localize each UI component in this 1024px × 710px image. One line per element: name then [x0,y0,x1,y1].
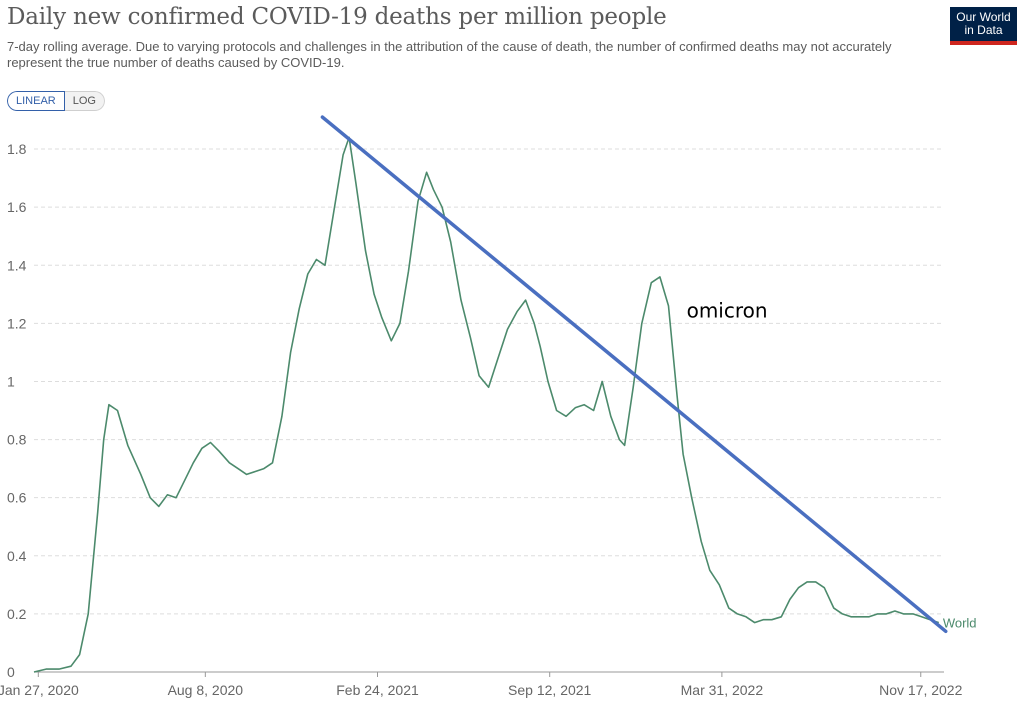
chart-subtitle: 7-day rolling average. Due to varying pr… [7,39,892,70]
grid-lines [34,148,944,673]
x-axis: Jan 27, 2020 Aug 8, 2020 Feb 24, 2021 Sep 1… [0,672,963,698]
page-title: Daily new confirmed COVID-19 deaths per … [7,4,667,30]
x-tick-label: Feb 24, 2021 [336,682,419,698]
scale-toggle: LINEAR LOG [7,91,105,111]
x-tick-label: Sep 12, 2021 [508,682,592,698]
series-end-label: World [943,616,977,631]
series-line-world[interactable] [33,136,940,673]
y-tick-label: 0 [7,664,15,680]
annotation-layer: omicron [320,115,948,634]
y-axis: 0 0.2 0.4 0.6 0.8 1 1.2 1.4 1.6 1.8 [7,141,27,680]
y-tick-label: 1.6 [7,199,27,215]
logo-line-1: Our World [956,10,1011,24]
y-tick-label: 1.8 [7,141,27,157]
x-tick-label: Nov 17, 2022 [879,682,962,698]
x-tick-label: Mar 31, 2022 [681,682,764,698]
y-tick-label: 0.8 [7,432,27,448]
y-tick-label: 1.4 [7,257,27,273]
linear-scale-button[interactable]: LINEAR [7,91,65,111]
x-tick-label: Aug 8, 2020 [168,682,244,698]
logo-line-2: in Data [964,23,1003,37]
trendline [320,115,948,634]
owid-logo[interactable]: Our World in Data [950,7,1017,45]
series-layer: World [33,136,977,673]
y-tick-label: 1 [7,373,15,389]
y-tick-label: 0.2 [7,606,27,622]
y-tick-label: 0.6 [7,490,27,506]
log-scale-button[interactable]: LOG [64,91,105,111]
y-tick-label: 0.4 [7,548,27,564]
omicron-annotation: omicron [687,299,768,323]
x-tick-label: Jan 27, 2020 [0,682,79,698]
y-tick-label: 1.2 [7,315,27,331]
